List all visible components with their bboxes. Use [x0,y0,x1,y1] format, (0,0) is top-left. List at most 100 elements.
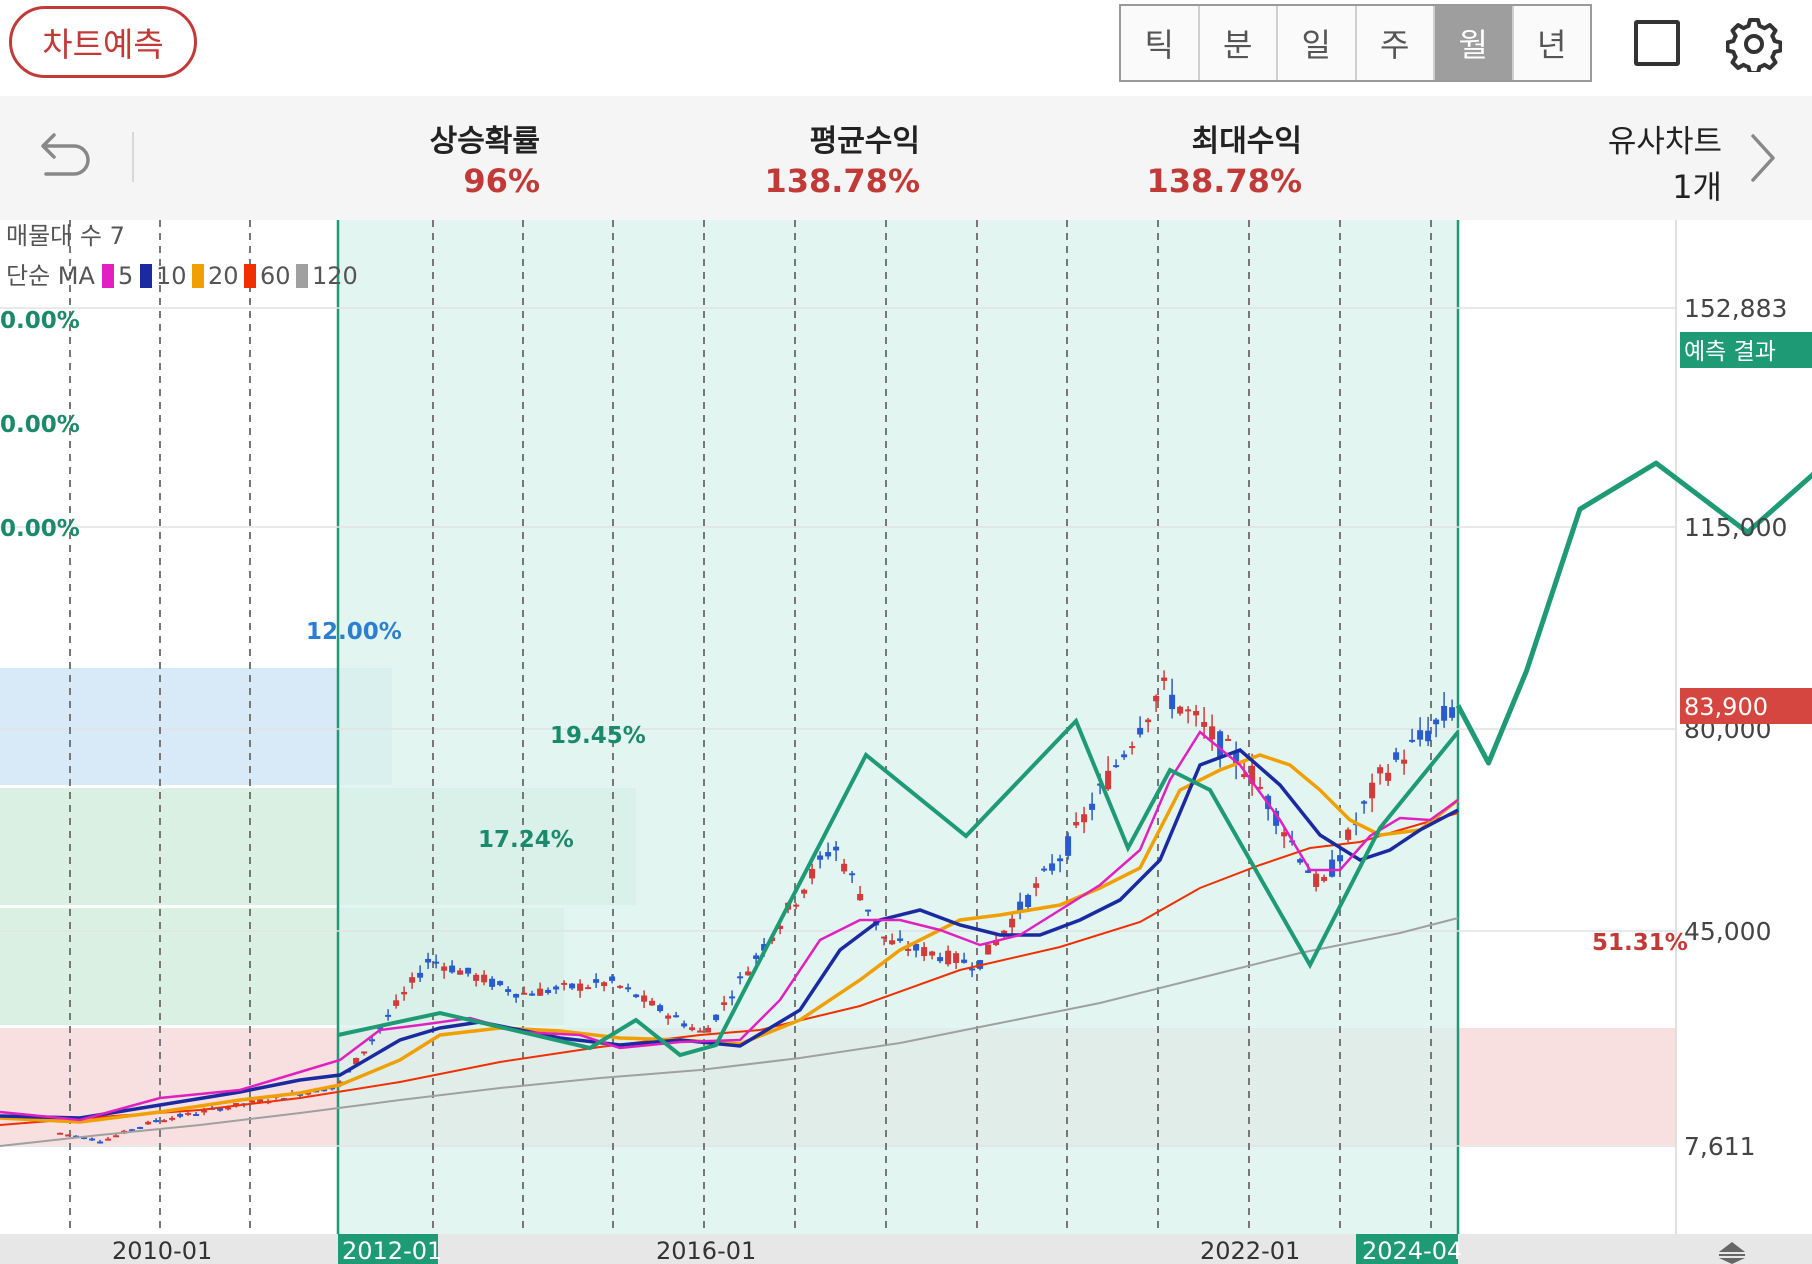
similar-chart-label[interactable]: 유사차트 [1607,124,1722,160]
period-month-tab[interactable]: 월 [1435,6,1514,80]
y-tick-label: 45,000 [1684,917,1771,946]
candle-body [409,977,416,983]
candle-body [737,976,744,979]
average-return-label: 평균수익 [809,124,920,159]
candle-body [809,868,816,879]
candle-body [577,983,584,991]
ma-60-legend: 60 [260,262,291,290]
candle-body [665,1015,672,1019]
x-tick-label: 2016-01 [656,1237,756,1264]
candle-body [537,988,544,996]
candle-body [569,983,576,989]
candle-body [1081,814,1088,823]
candle-body [961,959,968,963]
candle-body [1177,706,1184,714]
candle-body [1329,859,1336,877]
candle-body [897,938,904,941]
axis-scale-handle-icon[interactable] [1719,1242,1745,1264]
volume-profile-bar [0,668,392,785]
candle-body [521,992,528,995]
candle-body [57,1132,64,1135]
candle-body [921,947,928,957]
candle-body [441,966,448,971]
candle-body [1337,855,1344,862]
candle-body [1393,752,1400,760]
current-price-badge [1680,688,1812,724]
candle-body [833,846,840,851]
y-tick-label: 152,883 [1684,294,1787,323]
candle-body [1313,873,1320,887]
candle-body [137,1126,144,1129]
candle-body [761,944,768,951]
candle-body [1433,719,1440,725]
candle-body [1377,767,1384,774]
ma-120-legend: 120 [312,262,358,290]
volume-profile-count-label: 매물대 수 7 [6,222,125,250]
candle-body [553,986,560,990]
candle-body [1361,801,1368,804]
candle-body [1137,727,1144,735]
candle-body [89,1138,96,1141]
candle-body [1185,709,1192,712]
candle-body [505,989,512,992]
period-year-tab[interactable]: 년 [1513,6,1590,80]
candle-body [633,994,640,998]
candle-body [721,1002,728,1005]
candle-body [1257,786,1264,789]
candle-body [1441,705,1448,721]
x-tick-label: 2010-01 [112,1237,212,1264]
candle-body [201,1110,208,1113]
stats-divider [132,132,134,182]
chevron-right-icon[interactable] [1748,132,1778,184]
vertical-grid [69,220,1432,1234]
candle-body [1209,726,1216,740]
candle-body [529,993,536,996]
candle-body [305,1092,312,1095]
candle-body [617,985,624,988]
candle-body [465,967,472,974]
candle-body [1345,829,1352,840]
candle-body [1169,694,1176,710]
candle-body [1017,901,1024,913]
period-week-tab[interactable]: 주 [1356,6,1435,80]
volume-profile-pct-3: 12.00% [306,619,402,645]
candle-body [433,961,440,964]
candle-body [129,1129,136,1132]
price-chart[interactable]: 0.00% 0.00% 0.00% 12.00% 19.45% 17.24% 5… [0,220,1812,1264]
candle-body [177,1113,184,1117]
ma-5-legend: 5 [118,262,133,290]
candle-body [681,1023,688,1027]
period-minute-tab[interactable]: 분 [1199,6,1278,80]
candle-body [993,939,1000,946]
fullscreen-square-icon[interactable] [1634,20,1680,66]
candle-body [417,972,424,978]
period-tick-tab[interactable]: 틱 [1121,6,1200,80]
prediction-result-label: 예측 결과 [1684,339,1776,365]
candle-body [1449,707,1456,718]
candle-body [1033,883,1040,888]
chart-predict-button[interactable]: 차트예측 [9,6,197,78]
horizontal-grid [0,307,1676,1147]
max-return-label: 최대수익 [1191,124,1302,159]
volume-profile-pct-6: 51.31% [1592,930,1688,956]
ma-5-swatch [102,264,114,288]
candle-body [1321,876,1328,881]
candle-body [497,981,504,986]
candle-body [1385,772,1392,781]
ma-120-line [0,917,1459,1147]
candle-body [793,904,800,907]
undo-icon[interactable] [36,128,94,184]
pattern-zigzag-line [337,717,1460,1058]
y-tick-label: 7,611 [1684,1132,1756,1161]
candle-body [1145,719,1152,723]
candle-body [1201,722,1208,727]
range-start-label: 2012-01 [342,1237,442,1264]
candle-body [777,925,784,930]
similar-chart-count[interactable]: 1개 [1672,168,1722,206]
gear-icon[interactable] [1726,16,1782,72]
candle-body [689,1027,696,1031]
rise-probability-label: 상승확률 [429,124,540,159]
period-selector: 틱 분 일 주 월 년 [1119,4,1592,82]
period-day-tab[interactable]: 일 [1278,6,1357,80]
candle-body [585,987,592,990]
